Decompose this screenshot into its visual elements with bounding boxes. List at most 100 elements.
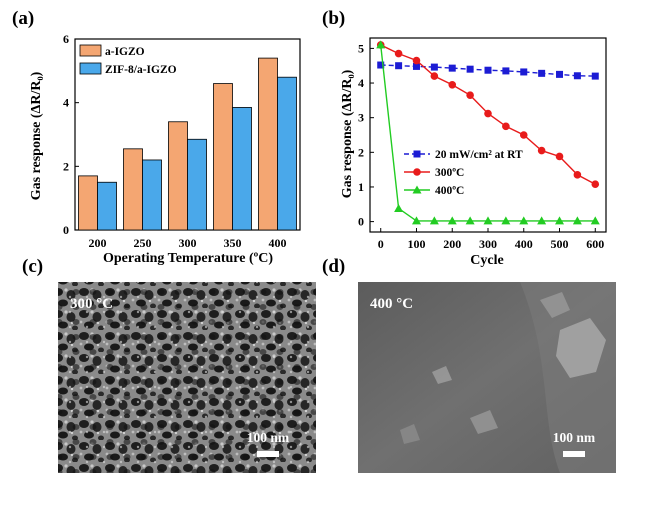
- chart-a-bar-zif8-a-igzo: [142, 159, 162, 231]
- chart-a-bar-a-igzo: [168, 121, 188, 231]
- chart-b-point-20mw-rt: [591, 72, 599, 80]
- chart-a-xtick-label: 350: [224, 236, 242, 250]
- chart-a-legend-swatch: [79, 62, 102, 75]
- panel-a-label: (a): [12, 8, 34, 29]
- chart-b-xtick-label: 600: [586, 237, 604, 251]
- sem-400c-flake-2: [540, 292, 570, 318]
- chart-b-point-20mw-rt: [430, 63, 438, 71]
- chart-a-xtick-label: 400: [269, 236, 287, 250]
- chart-b-legend: 20 mW/cm² at RT 300ºC 400ºC: [404, 149, 523, 197]
- chart-a-ytick-label: 0: [63, 223, 69, 237]
- chart-b-ytick-label: 3: [358, 111, 364, 125]
- chart-b-legend-marker: [412, 185, 422, 194]
- chart-b-point-20mw-rt: [520, 68, 528, 76]
- chart-b-point-300c: [412, 56, 421, 65]
- sem-400c-flake-4: [470, 410, 498, 434]
- chart-b-point-400c: [394, 203, 404, 212]
- chart-b-point-400c: [429, 216, 439, 225]
- chart-b-point-400c: [376, 40, 386, 49]
- chart-b-point-300c: [484, 109, 492, 118]
- chart-b-point-300c: [394, 49, 403, 58]
- sem-300c-scale-label: 100 nm: [247, 430, 290, 445]
- chart-a-xlabel: Operating Temperature (ºC): [103, 251, 273, 266]
- chart-b-ytick-label: 1: [358, 180, 364, 194]
- chart-a-xtick-label: 300: [179, 236, 197, 250]
- chart-b-xtick-label: 300: [479, 237, 497, 251]
- chart-b-point-20mw-rt: [412, 62, 420, 70]
- chart-b-point-400c: [555, 216, 565, 225]
- chart-b-ytick-label: 2: [358, 145, 364, 159]
- chart-b-point-20mw-rt: [502, 67, 510, 75]
- chart-b-point-400c: [483, 216, 493, 225]
- chart-b-point-300c: [502, 122, 510, 131]
- chart-b-xtick-label: 200: [443, 237, 461, 251]
- chart-a-ylabel: Gas response (ΔR/R₀): [29, 71, 44, 200]
- chart-a-bar-zif8-a-igzo: [277, 76, 297, 231]
- chart-b-point-300c: [537, 146, 546, 155]
- chart-b-point-300c: [519, 131, 528, 139]
- chart-b-xtick-label: 0: [378, 237, 384, 251]
- chart-b-point-300c: [573, 171, 582, 179]
- panel-b-label: (b): [322, 8, 345, 29]
- chart-b: Gas response (ΔR/R₀) Cycle 20 mW/cm² at …: [340, 37, 607, 268]
- chart-b-ytick-label: 5: [358, 41, 364, 55]
- chart-b-ytick-label: 4: [358, 76, 364, 90]
- chart-b-ytick-label: 0: [358, 215, 364, 229]
- chart-b-point-400c: [465, 216, 475, 225]
- chart-b-point-400c: [519, 216, 529, 225]
- chart-b-point-300c: [430, 72, 439, 80]
- sem-400c-scale-label: 100 nm: [553, 430, 596, 445]
- sem-300c-texture-overlay: [58, 282, 316, 473]
- chart-a-bar-a-igzo: [123, 148, 143, 231]
- chart-a-ytick-label: 6: [63, 32, 69, 46]
- chart-a-bar-zif8-a-igzo: [97, 181, 117, 231]
- chart-a-bar-a-igzo: [78, 175, 98, 231]
- chart-a-bar-zif8-a-igzo: [187, 138, 207, 231]
- chart-b-point-20mw-rt: [448, 64, 456, 72]
- chart-b-point-20mw-rt: [466, 65, 474, 73]
- chart-a-ytick-label: 4: [63, 96, 69, 110]
- chart-b-point-20mw-rt: [538, 69, 546, 77]
- chart-b-point-300c: [555, 152, 564, 161]
- chart-b-point-20mw-rt: [377, 61, 385, 69]
- chart-b-point-300c: [466, 91, 474, 99]
- chart-b-legend-marker: [413, 168, 421, 176]
- chart-a-bar-zif8-a-igzo: [232, 107, 252, 231]
- chart-a-legend: a-IGZO ZIF-8/a-IGZO: [79, 44, 177, 76]
- chart-b-point-20mw-rt: [484, 66, 492, 74]
- sem-400c-flake-5: [400, 424, 420, 444]
- chart-b-xtick-label: 100: [407, 237, 425, 251]
- chart-b-point-300c: [448, 80, 457, 89]
- sem-300c-temperature-label: 300 °C: [70, 296, 113, 312]
- chart-b-point-20mw-rt: [556, 70, 564, 78]
- chart-b-xtick-label: 400: [515, 237, 533, 251]
- chart-b-point-400c: [501, 216, 511, 225]
- chart-b-point-20mw-rt: [395, 62, 403, 70]
- chart-b-xtick-label: 500: [551, 237, 569, 251]
- chart-a: Gas response (ΔR/R₀) Operating Temperatu…: [29, 32, 301, 266]
- panel-c-label: (c): [22, 256, 43, 277]
- chart-a-legend-label: a-IGZO: [105, 46, 145, 58]
- chart-b-xlabel: Cycle: [470, 253, 503, 268]
- chart-a-legend-label: ZIF-8/a-IGZO: [105, 64, 177, 76]
- chart-a-bar-a-igzo: [213, 83, 233, 231]
- sem-400c-scale-bar: [563, 451, 585, 457]
- sem-image-400c: 400 °C 100 nm: [358, 282, 616, 473]
- chart-b-legend-label: 20 mW/cm² at RT: [435, 149, 523, 161]
- chart-a-bar-a-igzo: [258, 57, 278, 231]
- sem-400c-flake-3: [432, 366, 452, 384]
- chart-b-point-400c: [590, 216, 600, 225]
- chart-b-point-400c: [411, 216, 421, 225]
- chart-b-legend-marker: [413, 150, 421, 158]
- chart-b-legend-label: 300ºC: [435, 167, 464, 179]
- chart-b-ylabel: Gas response (ΔR/R₀): [340, 69, 355, 198]
- sem-image-300c: 300 °C 100 nm: [58, 282, 316, 473]
- chart-a-ytick-label: 2: [63, 159, 69, 173]
- chart-b-point-300c: [591, 180, 600, 188]
- chart-a-xtick-label: 250: [134, 236, 152, 250]
- sem-300c-scale-bar: [257, 451, 279, 457]
- chart-b-legend-label: 400ºC: [435, 185, 464, 197]
- sem-400c-flake-1: [556, 318, 606, 378]
- chart-a-xtick-label: 200: [89, 236, 107, 250]
